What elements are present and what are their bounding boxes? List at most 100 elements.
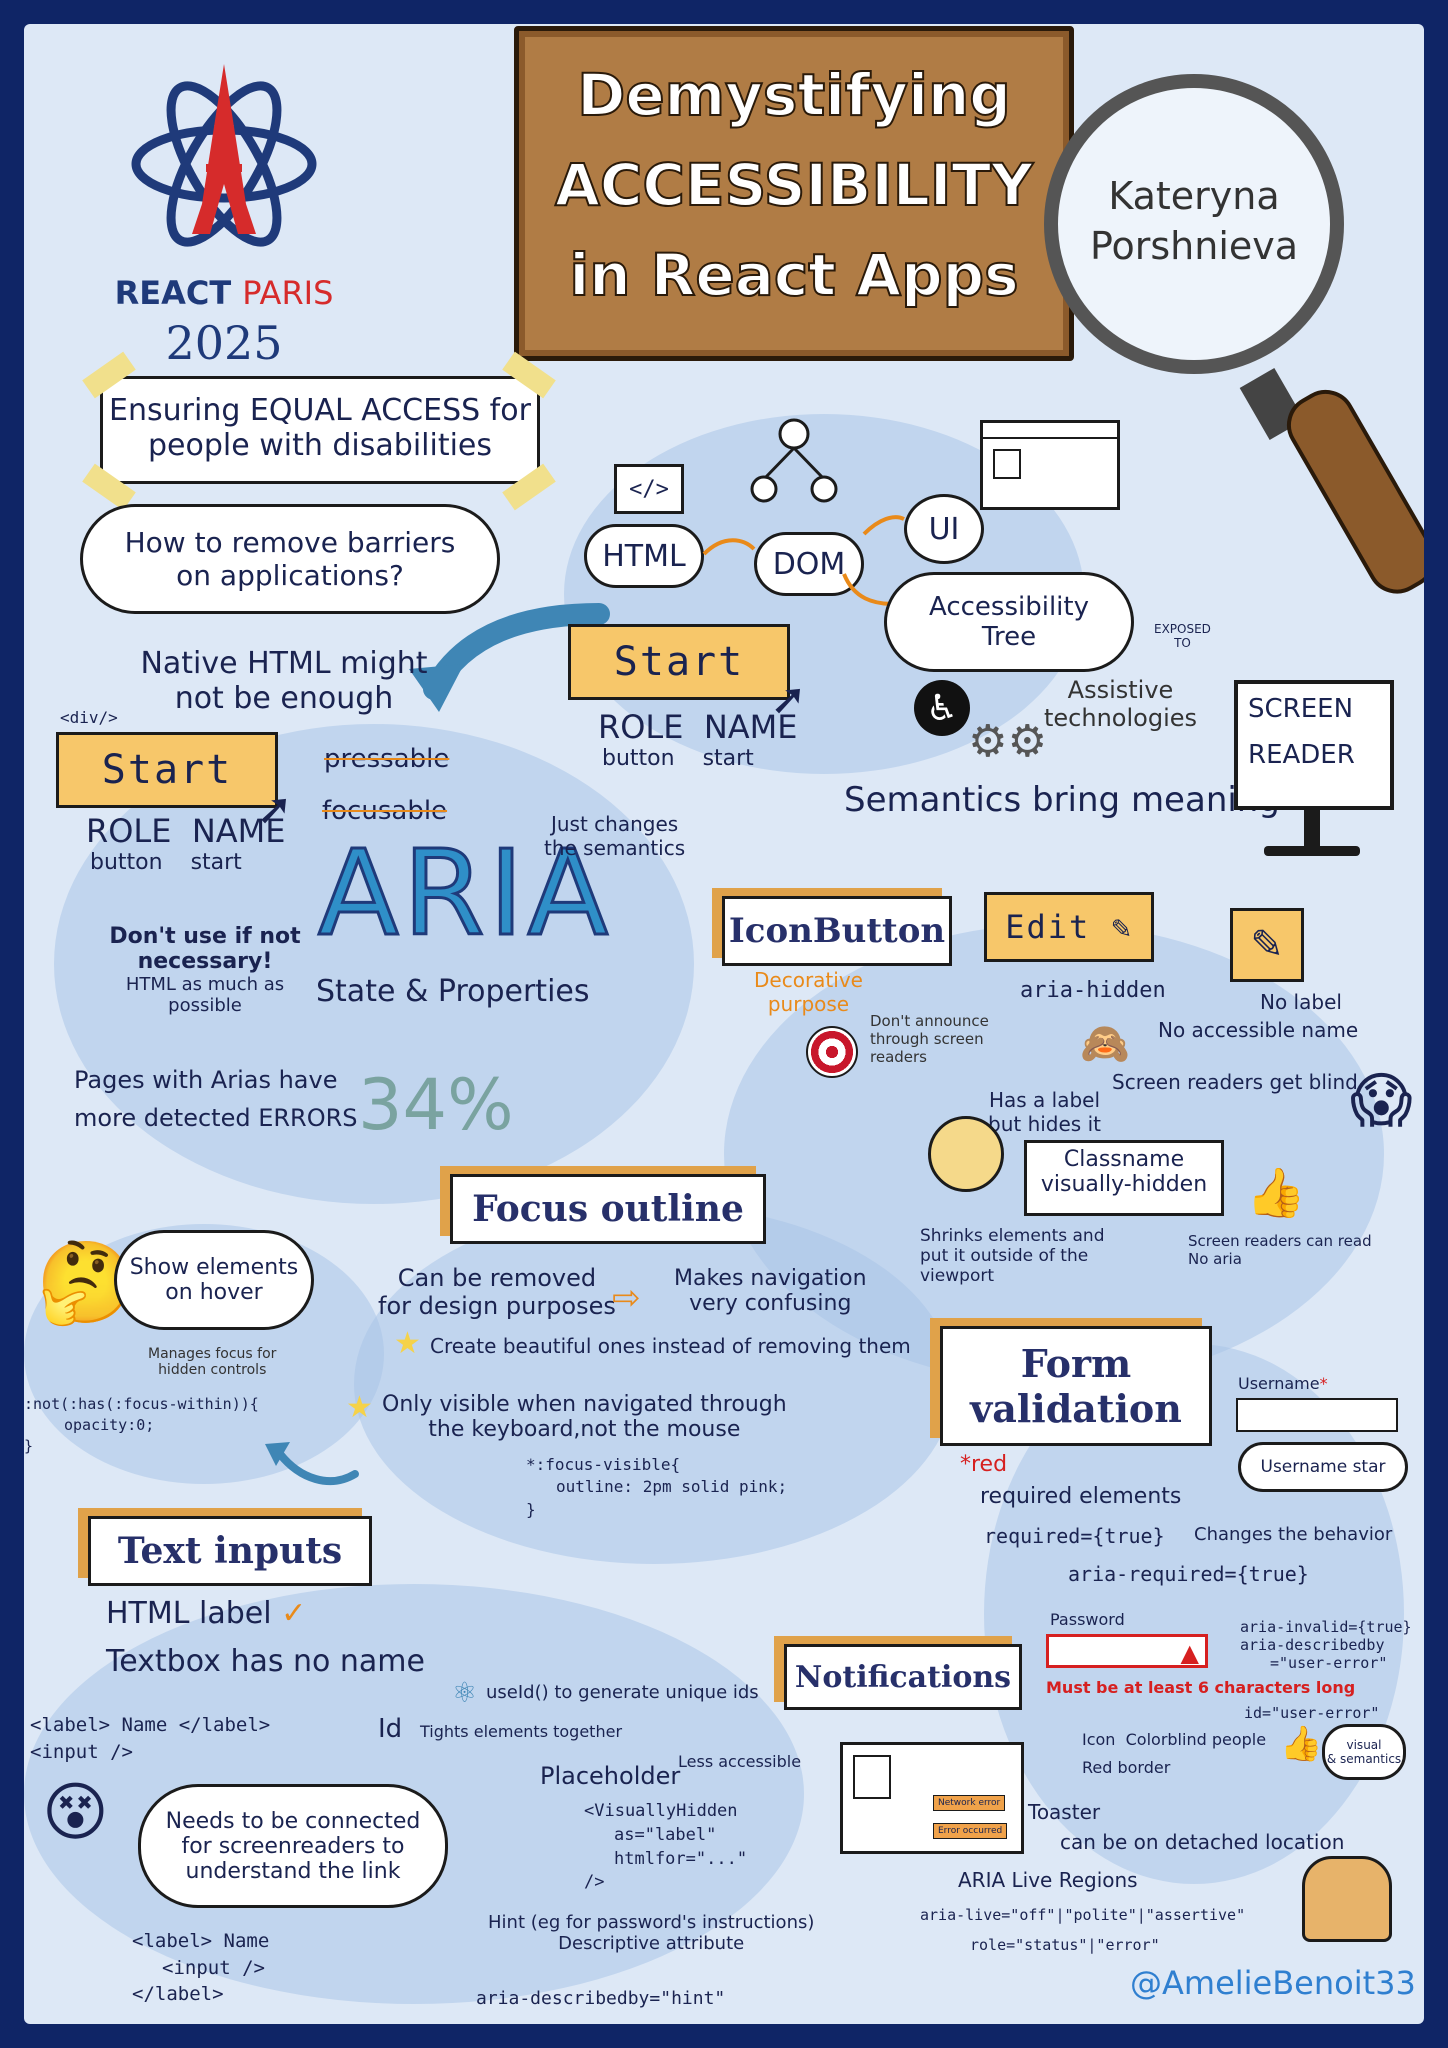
- form-heading-line2: validation: [970, 1386, 1182, 1431]
- hint-line2: Descriptive attribute: [558, 1933, 745, 1954]
- gears-icon: ⚙⚙: [968, 716, 1047, 767]
- toast-bread-icon: [1302, 1856, 1392, 1942]
- screen-word: SCREEN: [1248, 694, 1354, 724]
- name-header: NAME: [703, 708, 798, 746]
- show-hover-cloud: Show elements on hover: [114, 1230, 314, 1330]
- username-input[interactable]: [1236, 1398, 1398, 1432]
- toast-window-icon: Network error Error occurred: [840, 1742, 1024, 1854]
- manages-line2: hidden controls: [158, 1362, 267, 1378]
- dont-use-line2: necessary!: [137, 949, 273, 974]
- focus-code: *:focus-visible{ outline: 2pm solid pink…: [526, 1454, 787, 1521]
- just-changes-line2: the semantics: [544, 836, 686, 860]
- create-beautiful: Create beautiful ones instead of removin…: [430, 1334, 911, 1358]
- connected-line3: understand the link: [185, 1858, 401, 1884]
- show-hover-line1: Show elements: [129, 1255, 299, 1280]
- vh-line1: <VisuallyHidden: [584, 1801, 738, 1821]
- vh-line2: as="label": [614, 1824, 717, 1845]
- html-label-text: HTML label: [106, 1596, 272, 1631]
- shrinks-line1: Shrinks elements and: [920, 1226, 1105, 1246]
- focus-code-line1: *:focus-visible{: [526, 1455, 681, 1474]
- confusing-line1: Makes navigation: [674, 1266, 867, 1291]
- manages-line1: Manages focus for: [148, 1346, 277, 1362]
- native-line1: Native HTML might: [140, 646, 428, 681]
- code2-line3: </label>: [132, 1983, 224, 2006]
- monitor-stand-icon: [1304, 810, 1320, 850]
- a11y-tree-line2: Tree: [981, 622, 1037, 652]
- reader-word: READER: [1248, 740, 1355, 770]
- dont-announce-line1: Don't announce: [870, 1012, 989, 1030]
- red-border: Red border: [1082, 1758, 1171, 1777]
- artist-credit[interactable]: @AmelieBenoit33: [1130, 1964, 1416, 2002]
- react-atom-icon: ⚛: [452, 1676, 478, 1709]
- speaker-last: Porshnieva: [1089, 224, 1299, 268]
- dont-announce-line2: through screen: [870, 1030, 984, 1048]
- only-visible: Only visible when navigated through the …: [382, 1392, 787, 1442]
- pencil-key-icon: ✎: [1230, 908, 1304, 982]
- a11y-tree-cloud: Accessibility Tree: [884, 572, 1134, 672]
- arrow-right-icon: ⇨: [612, 1278, 641, 1318]
- dont-announce-line3: readers: [870, 1048, 927, 1066]
- username-label: Username*: [1238, 1374, 1328, 1393]
- show-hover-line2: on hover: [165, 1280, 263, 1305]
- aria-describedby-line1: aria-describedby: [1240, 1636, 1385, 1654]
- network-error-toast: Network error: [933, 1795, 1006, 1811]
- sr-blind: Screen readers get blind: [1112, 1070, 1358, 1094]
- monkey-icon: 🙈: [1080, 1021, 1130, 1067]
- warning-icon: ▲: [1180, 1639, 1199, 1667]
- focus-code-line2: outline: 2pm solid pink;: [556, 1477, 788, 1497]
- div-name-header: NAME: [191, 812, 286, 850]
- assistive-line2: technologies: [1044, 704, 1197, 732]
- title-board: Demystifying ACCESSIBILITY in React Apps: [514, 26, 1074, 361]
- username-star: *: [1319, 1374, 1328, 1393]
- aria-invalid: aria-invalid={true} aria-describedby ="u…: [1240, 1618, 1412, 1672]
- dont-use-line1: Don't use if not: [109, 924, 301, 949]
- hint-line1: Hint (eg for password's instructions): [488, 1912, 815, 1933]
- div-role-value: button: [90, 850, 163, 875]
- div-name-value: start: [190, 850, 242, 875]
- role-value: button: [602, 746, 675, 771]
- speaker-first: Kateryna: [1108, 174, 1280, 218]
- thumbs-up-icon: 👍: [1280, 1724, 1323, 1764]
- only-visible-line2: the keyboard,not the mouse: [428, 1417, 741, 1442]
- vh-code: <VisuallyHidden as="label" htmlfor="..."…: [584, 1800, 747, 1895]
- errors-line2: more detected ERRORS: [74, 1104, 358, 1132]
- checkmark-icon: ✓: [281, 1596, 307, 1631]
- detached-label: can be on detached location: [1060, 1830, 1345, 1854]
- start-div-button[interactable]: Start: [56, 732, 278, 808]
- decorative-note: Decorative purpose: [754, 968, 863, 1016]
- start-label: Start: [613, 639, 745, 685]
- dom-node: DOM: [754, 532, 864, 596]
- placeholder-note: Placeholder: [540, 1762, 681, 1790]
- edit-button[interactable]: Edit ✎: [984, 892, 1154, 962]
- live-regions-label: ARIA Live Regions: [958, 1868, 1138, 1892]
- confusing-note: Makes navigation very confusing: [674, 1266, 867, 1316]
- form-heading-line1: Form: [1020, 1341, 1132, 1386]
- lightbulb-icon: [928, 1116, 1004, 1192]
- start-button-native[interactable]: Start: [568, 624, 790, 700]
- role-status-label: role="status"|"error": [970, 1936, 1160, 1954]
- classname-line2: visually-hidden: [1040, 1172, 1208, 1197]
- hover-code-line1: :not(:has(:focus-within)){: [24, 1395, 259, 1413]
- icon-word: Icon: [1082, 1730, 1116, 1749]
- code1-line2: <input />: [30, 1740, 133, 1763]
- to-word: TO: [1174, 636, 1191, 650]
- atom-eiffel-icon: [131, 64, 317, 247]
- code2-line2: <input />: [162, 1956, 265, 1979]
- accessibility-person-icon: ♿: [914, 680, 970, 736]
- error-occurred-toast: Error occurred: [933, 1823, 1008, 1839]
- aria-hidden-label: aria-hidden: [1020, 978, 1166, 1003]
- text-inputs-heading: Text inputs: [88, 1516, 372, 1586]
- brand-paris: PARIS: [242, 274, 334, 312]
- iconbutton-heading-text: IconButton: [728, 911, 946, 951]
- aria-title: ARIA: [316, 823, 613, 964]
- red-star-note: *red: [960, 1452, 1008, 1477]
- password-input[interactable]: ▲: [1046, 1634, 1208, 1668]
- toaster-label: Toaster: [1028, 1800, 1101, 1824]
- sketchnote-canvas: REACT PARIS 2025 Demystifying ACCESSIBIL…: [24, 24, 1424, 2024]
- dont-use-note: Don't use if not necessary! HTML as much…: [90, 924, 320, 1016]
- assistive-line1: Assistive: [1067, 676, 1174, 704]
- div-role-name-header: ROLE NAME: [86, 812, 285, 850]
- ui-label: UI: [928, 511, 960, 547]
- div-tag: <div/>: [60, 708, 118, 727]
- pencil-icon: ✎: [1111, 908, 1133, 946]
